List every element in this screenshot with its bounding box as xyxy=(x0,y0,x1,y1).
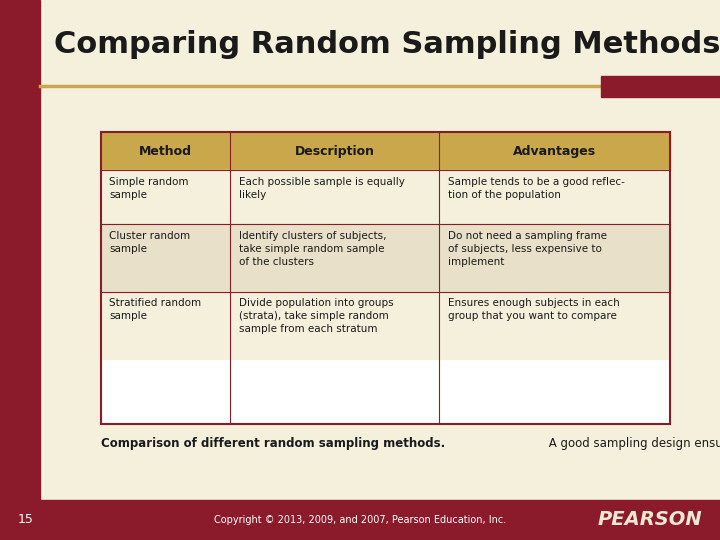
Text: Stratified random
sample: Stratified random sample xyxy=(109,298,202,321)
Bar xyxy=(101,170,670,224)
Text: PEARSON: PEARSON xyxy=(598,510,702,529)
Text: Simple random
sample: Simple random sample xyxy=(109,177,189,200)
Text: Identify clusters of subjects,
take simple random sample
of the clusters: Identify clusters of subjects, take simp… xyxy=(239,231,387,267)
Text: 15: 15 xyxy=(18,513,34,526)
Bar xyxy=(101,132,670,170)
Text: Comparing Random Sampling Methods: Comparing Random Sampling Methods xyxy=(54,30,720,59)
Text: Comparison of different random sampling methods.: Comparison of different random sampling … xyxy=(101,437,445,450)
Text: Description: Description xyxy=(294,145,375,158)
Text: Method: Method xyxy=(139,145,192,158)
Bar xyxy=(0,0,40,540)
Bar xyxy=(601,76,720,97)
Text: Copyright © 2013, 2009, and 2007, Pearson Education, Inc.: Copyright © 2013, 2009, and 2007, Pearso… xyxy=(214,515,506,525)
Text: Each possible sample is equally
likely: Each possible sample is equally likely xyxy=(239,177,405,200)
Text: Do not need a sampling frame
of subjects, less expensive to
implement: Do not need a sampling frame of subjects… xyxy=(448,231,607,267)
Text: Ensures enough subjects in each
group that you want to compare: Ensures enough subjects in each group th… xyxy=(448,298,620,321)
Text: A good sampling design ensures that each subject in a population has an opportun: A good sampling design ensures that each… xyxy=(545,437,720,450)
Bar xyxy=(101,132,670,424)
Bar xyxy=(101,292,670,359)
Text: Sample tends to be a good reflec-
tion of the population: Sample tends to be a good reflec- tion o… xyxy=(448,177,625,200)
Bar xyxy=(0,500,720,540)
Text: Advantages: Advantages xyxy=(513,145,596,158)
Bar xyxy=(101,132,670,424)
Bar xyxy=(101,224,670,292)
Text: Divide population into groups
(strata), take simple random
sample from each stra: Divide population into groups (strata), … xyxy=(239,298,394,334)
Text: Cluster random
sample: Cluster random sample xyxy=(109,231,191,254)
